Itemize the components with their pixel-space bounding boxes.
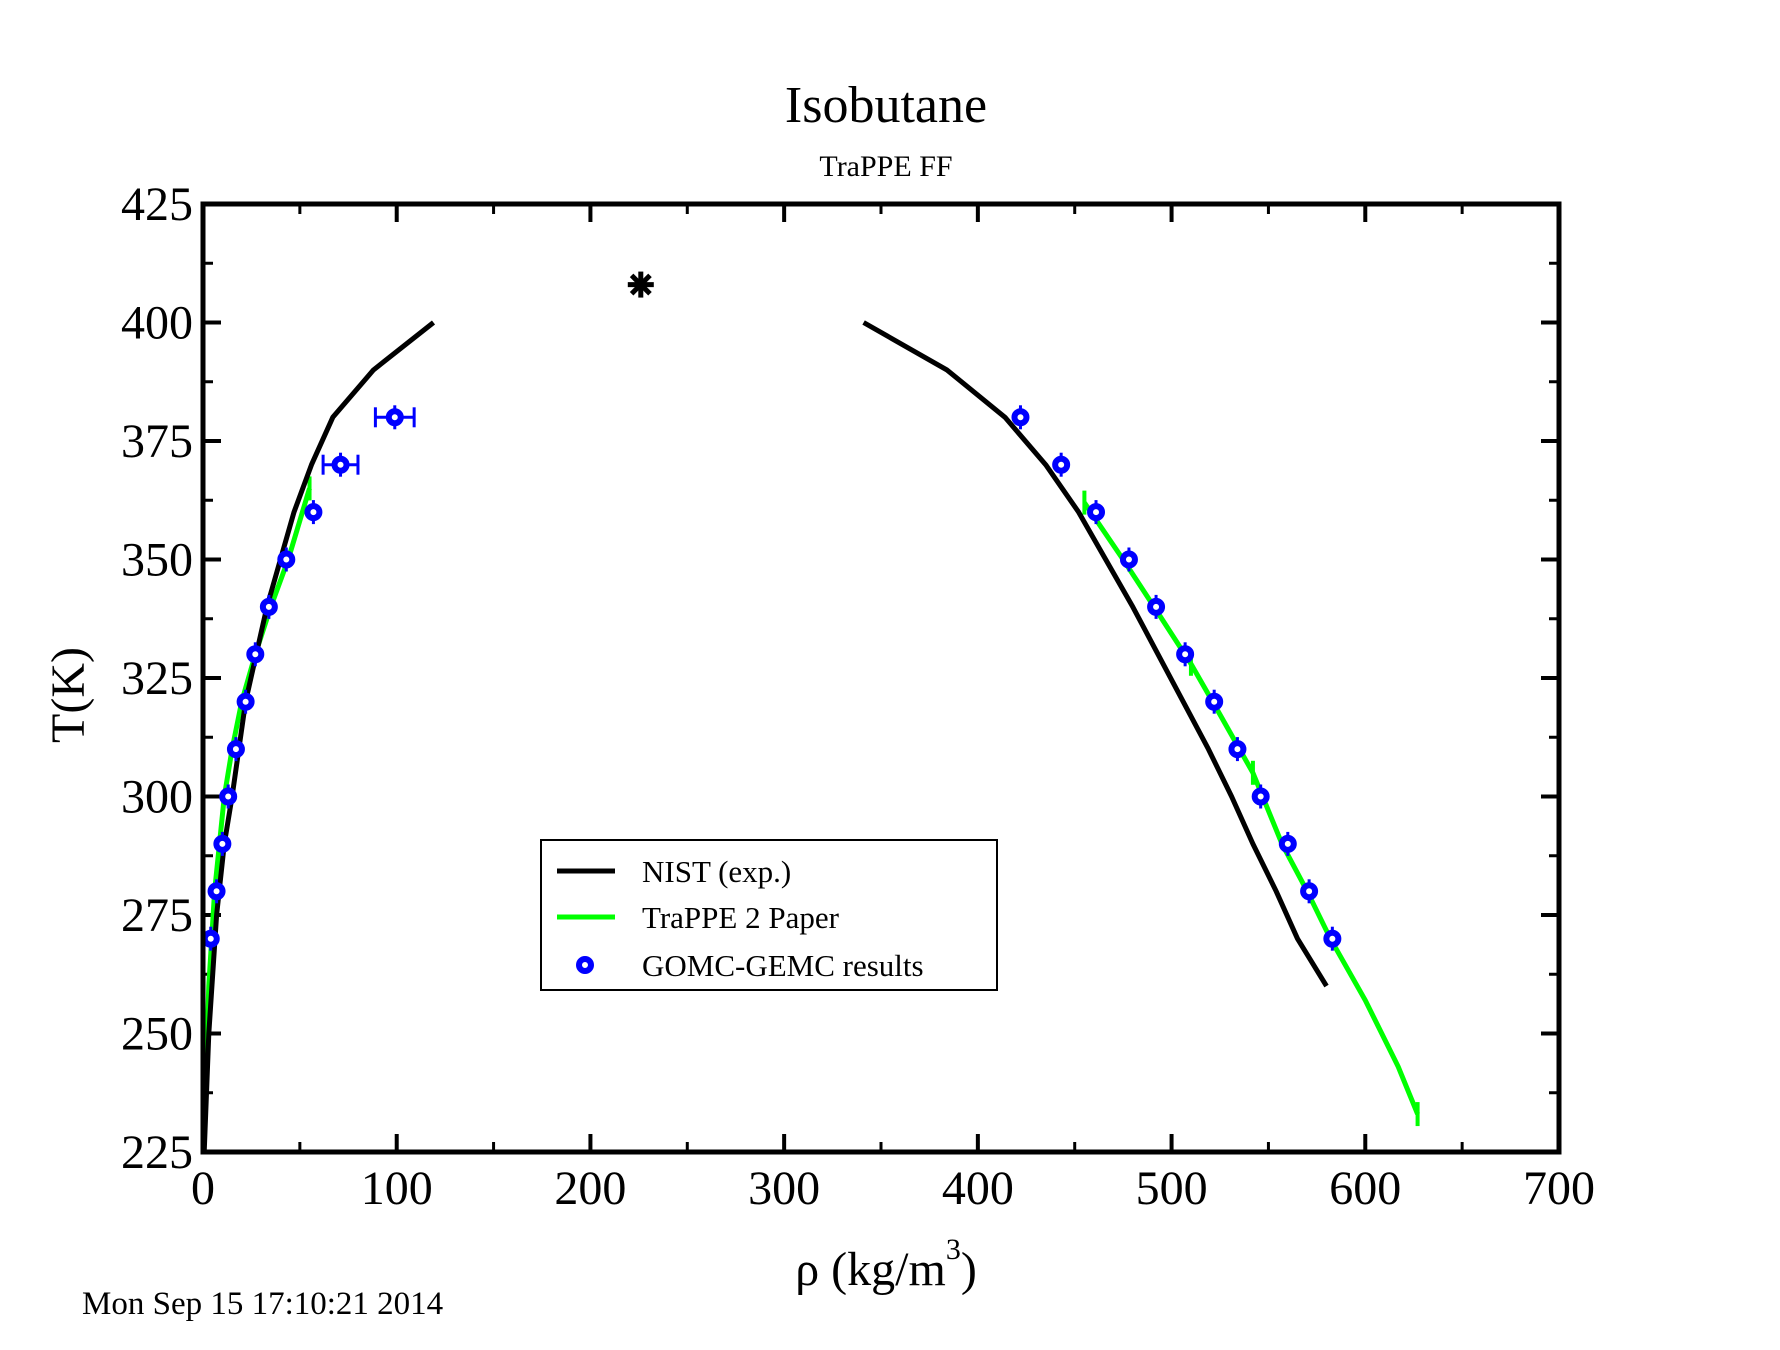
gomc-point [277, 550, 296, 569]
y-tick-label: 375 [121, 415, 193, 468]
gomc-point [236, 692, 255, 711]
gomc-point [1011, 408, 1030, 427]
gomc-point [1119, 550, 1138, 569]
x-tick-label: 300 [748, 1162, 820, 1215]
x-axis-label: ρ (kg/m3) [795, 1233, 977, 1296]
gomc-point [259, 597, 278, 616]
trappe-line [1082, 501, 1420, 1116]
gomc-point [1323, 929, 1342, 948]
critical-point-marker [627, 271, 654, 298]
gomc-point [201, 929, 220, 948]
gomc-point [1147, 597, 1166, 616]
y-tick-label: 350 [121, 534, 193, 587]
chart-subtitle: TraPPE FF [819, 150, 952, 183]
timestamp: Mon Sep 15 17:10:21 2014 [82, 1286, 444, 1322]
y-tick-label: 400 [121, 297, 193, 350]
gomc-point [1087, 503, 1106, 522]
gomc-point [226, 740, 245, 759]
y-tick-label: 275 [121, 889, 193, 942]
y-tick-label: 425 [121, 178, 193, 231]
gomc-point [304, 503, 323, 522]
legend-label-trappe: TraPPE 2 Paper [642, 900, 840, 935]
x-axis-label-main: ρ (kg/m [795, 1243, 946, 1296]
legend-swatch-gomc [576, 956, 594, 974]
gomc-point [1052, 455, 1071, 474]
x-tick-label: 500 [1136, 1162, 1208, 1215]
x-axis-label-superscript: 3 [946, 1233, 961, 1266]
legend-label-gomc: GOMC-GEMC results [642, 948, 924, 983]
gomc-point [213, 834, 232, 853]
nist-line [201, 320, 436, 1153]
x-tick-label: 600 [1329, 1162, 1401, 1215]
y-tick-label: 250 [121, 1008, 193, 1061]
gomc-point [1176, 645, 1195, 664]
x-tick-label: 0 [191, 1162, 215, 1215]
gomc-point [1251, 787, 1270, 806]
gomc-point [1205, 692, 1224, 711]
critical-point-stroke [629, 273, 652, 296]
chart-title: Isobutane [785, 77, 987, 134]
legend: NIST (exp.) TraPPE 2 Paper GOMC-GEMC res… [540, 839, 998, 991]
nist-line [862, 320, 1329, 988]
y-tick-label: 325 [121, 652, 193, 705]
gomc-point [1228, 740, 1247, 759]
x-axis-label-end: ) [961, 1243, 977, 1296]
axis-ticks: 0 100 200 300 400 500 600 700 225 250 275 300 325 350… [121, 178, 1595, 1215]
plot-frame [200, 201, 1562, 1155]
x-tick-label: 700 [1523, 1162, 1595, 1215]
gomc-point [219, 787, 238, 806]
x-tick-label: 200 [554, 1162, 626, 1215]
gomc-point [385, 408, 404, 427]
series-layer [201, 271, 1420, 1153]
gomc-point [1300, 882, 1319, 901]
x-tick-label: 400 [942, 1162, 1014, 1215]
legend-box [540, 839, 998, 991]
gomc-point [207, 882, 226, 901]
y-axis-label: T(K) [42, 647, 95, 743]
y-tick-label: 300 [121, 771, 193, 824]
gomc-point [331, 455, 350, 474]
gomc-point [246, 645, 265, 664]
gomc-point [1278, 834, 1297, 853]
y-tick-label: 225 [121, 1126, 193, 1179]
x-tick-label: 100 [361, 1162, 433, 1215]
legend-label-nist: NIST (exp.) [642, 854, 791, 889]
